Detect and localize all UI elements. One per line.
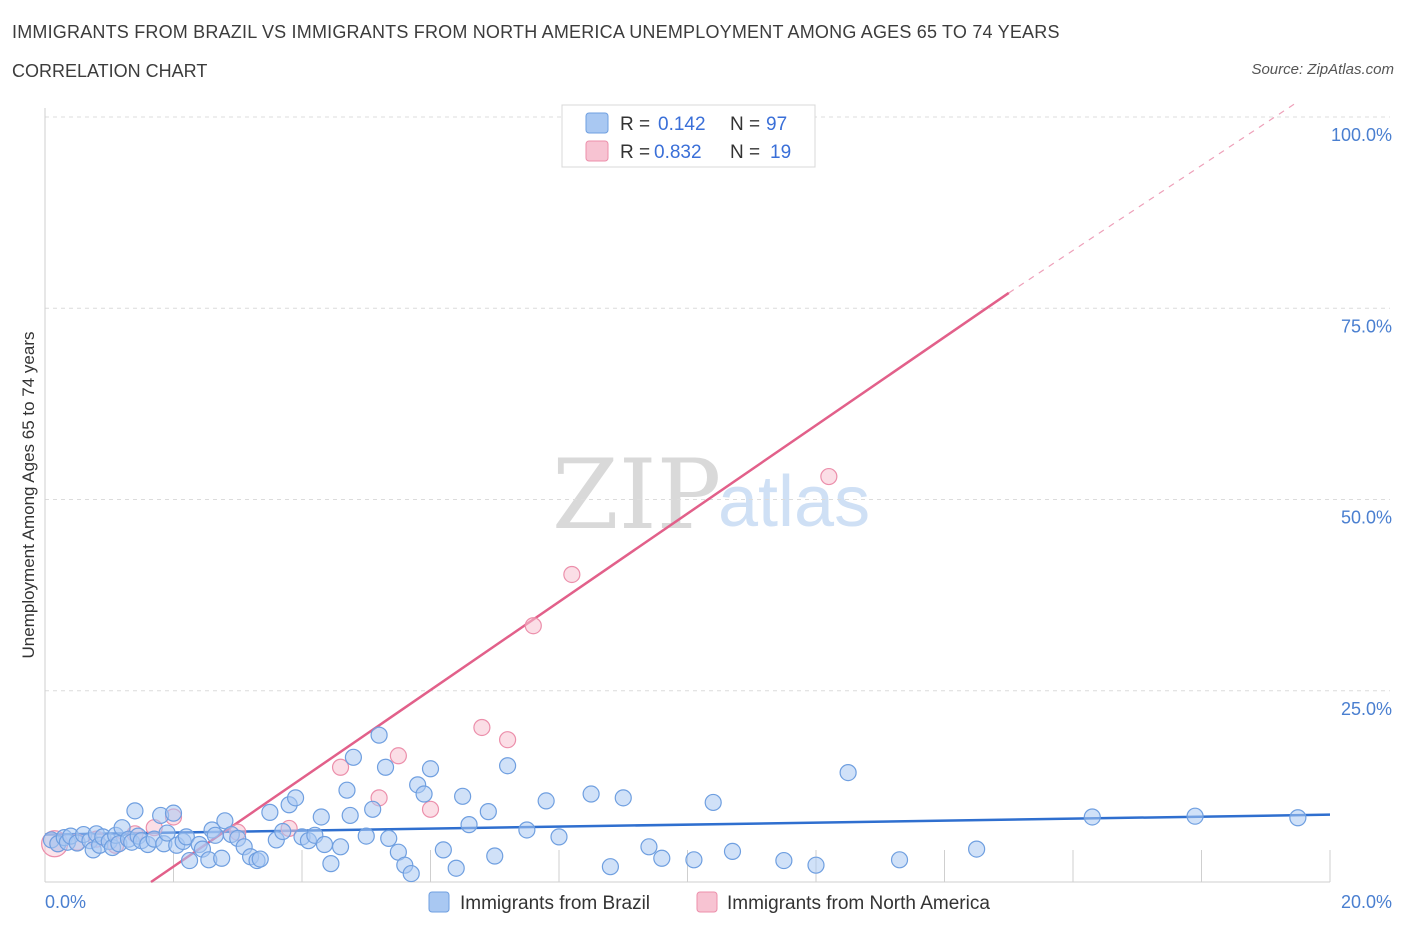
point-brazil <box>1186 807 1204 825</box>
legend-box: R = 0.142 N = 97 R = 0.832 N = 19 <box>561 104 816 168</box>
point-brazil <box>251 850 269 868</box>
point-north-america <box>389 747 407 765</box>
point-brazil <box>322 855 340 873</box>
point-brazil <box>1083 808 1101 826</box>
point-north-america <box>421 800 440 818</box>
chart-title: IMMIGRANTS FROM BRAZIL VS IMMIGRANTS FRO… <box>12 22 1060 42</box>
point-brazil <box>286 789 305 807</box>
point-brazil <box>344 748 362 766</box>
point-brazil <box>164 804 183 822</box>
legend-brazil-n-value: 97 <box>766 114 787 135</box>
point-brazil <box>640 838 658 856</box>
point-brazil <box>454 787 472 805</box>
point-brazil <box>582 785 600 803</box>
point-brazil <box>839 764 857 782</box>
legend-na-r-value: 0.832 <box>654 142 702 163</box>
legend-na-n-value: 19 <box>770 142 791 163</box>
point-brazil <box>447 859 465 877</box>
bottom-legend-swatch-north-america <box>696 891 718 913</box>
point-brazil <box>537 792 555 810</box>
x-tick-label: 20.0% <box>1341 892 1392 912</box>
point-north-america <box>820 467 838 486</box>
point-north-america <box>473 718 491 737</box>
trend-line-north-america <box>150 291 1010 884</box>
grid-lines <box>45 116 1390 692</box>
point-brazil <box>807 856 825 874</box>
bottom-legend-brazil: Immigrants from Brazil <box>460 893 650 914</box>
bottom-legend-swatch-brazil <box>428 891 450 913</box>
y-tick-label: 75.0% <box>1341 316 1392 336</box>
trend-line-brazil <box>44 813 1331 836</box>
point-north-america <box>499 731 517 749</box>
point-brazil <box>402 864 420 883</box>
point-north-america <box>331 758 350 776</box>
y-axis-label: Unemployment Among Ages 65 to 74 years <box>19 332 38 659</box>
point-brazil <box>126 802 144 820</box>
point-brazil <box>357 827 375 845</box>
point-brazil <box>421 760 440 778</box>
point-brazil <box>376 758 395 776</box>
point-brazil <box>460 816 478 834</box>
y-tick-label: 50.0% <box>1341 508 1392 528</box>
point-brazil <box>180 851 199 870</box>
tick-labels: 25.0% 50.0% 75.0% 100.0% 0.0% 20.0% <box>45 125 1392 912</box>
point-brazil <box>261 803 279 821</box>
point-brazil <box>434 841 452 859</box>
point-brazil <box>890 851 909 869</box>
trend-lines <box>44 101 1331 884</box>
bottom-legend-north-america: Immigrants from North America <box>727 893 990 914</box>
chart-subtitle: CORRELATION CHART <box>12 61 208 81</box>
point-brazil <box>380 829 398 847</box>
legend-brazil-n-label: N = <box>730 114 760 135</box>
point-brazil <box>685 851 703 869</box>
point-brazil <box>370 726 388 744</box>
point-brazil <box>312 808 330 826</box>
point-brazil <box>479 803 497 821</box>
legend-swatch-north-america <box>585 140 609 162</box>
x-tick-label: 0.0% <box>45 892 86 912</box>
point-brazil <box>968 840 986 858</box>
source-credit: Source: ZipAtlas.com <box>1251 61 1394 78</box>
point-brazil <box>274 822 292 841</box>
point-brazil <box>315 835 334 854</box>
point-brazil <box>216 812 234 830</box>
point-brazil <box>331 838 350 856</box>
point-brazil <box>341 806 359 825</box>
point-north-america <box>563 565 581 584</box>
point-brazil <box>775 851 793 870</box>
point-brazil <box>364 800 382 818</box>
point-brazil <box>486 847 504 865</box>
point-brazil <box>550 828 568 846</box>
point-brazil <box>1289 809 1307 827</box>
point-brazil <box>206 826 224 844</box>
point-brazil <box>704 793 722 812</box>
point-north-america <box>524 617 542 635</box>
legend-na-n-label: N = <box>730 142 760 163</box>
y-tick-label: 25.0% <box>1341 699 1392 719</box>
series-brazil <box>42 726 1307 883</box>
point-brazil <box>614 789 632 807</box>
legend-brazil-r-value: 0.142 <box>658 114 706 135</box>
point-brazil <box>213 849 231 867</box>
legend-na-r-label: R = <box>620 142 650 163</box>
point-brazil <box>723 842 742 861</box>
point-brazil <box>653 849 671 867</box>
point-brazil <box>499 757 517 775</box>
watermark-zip: ZIP <box>552 439 721 551</box>
point-brazil <box>518 821 536 839</box>
trend-line-north-america-extension <box>1008 101 1299 294</box>
y-tick-label: 100.0% <box>1331 125 1392 145</box>
point-brazil <box>177 828 195 846</box>
point-brazil <box>601 858 620 876</box>
legend-swatch-brazil <box>585 112 609 134</box>
point-brazil <box>338 781 356 799</box>
legend-brazil-r-label: R = <box>620 114 650 135</box>
bottom-legend: Immigrants from Brazil Immigrants from N… <box>428 891 990 914</box>
point-brazil <box>415 785 433 803</box>
watermark-atlas: atlas <box>718 462 870 542</box>
point-brazil <box>158 824 176 842</box>
